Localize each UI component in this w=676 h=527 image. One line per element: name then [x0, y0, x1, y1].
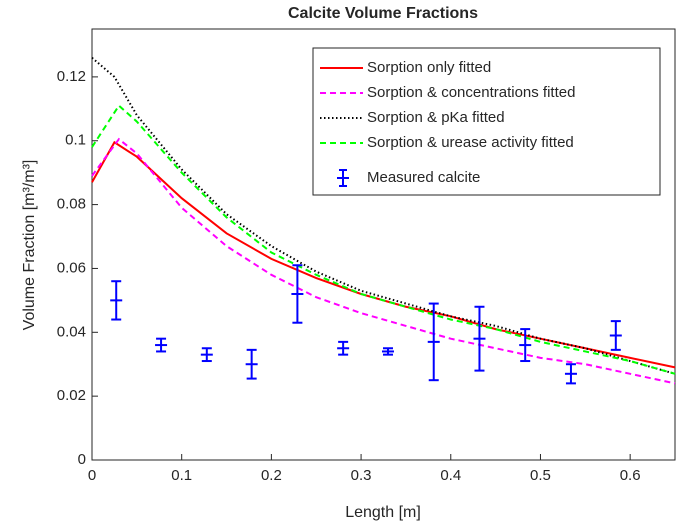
x-tick-label: 0.3: [351, 467, 372, 484]
x-tick-label: 0.4: [440, 467, 461, 484]
line: [91, 137, 676, 385]
y-tick-label: 0.02: [57, 387, 86, 404]
y-tick-label: 0: [78, 451, 86, 468]
y-tick-label: 0.1: [65, 132, 86, 149]
legend-label: Sorption & pKa fitted: [367, 109, 505, 126]
x-tick-label: 0: [88, 467, 96, 484]
legend: [312, 47, 661, 196]
x-tick-label: 0.1: [171, 467, 192, 484]
y-tick-label: 0.08: [57, 196, 86, 213]
x-axis-label: Length [m]: [345, 504, 421, 521]
y-tick-label: 0.12: [57, 68, 86, 85]
line: [91, 56, 676, 375]
y-tick-label: 0.04: [57, 323, 86, 340]
legend-label: Sorption & concentrations fitted: [367, 84, 575, 101]
legend-label: Sorption only fitted: [367, 59, 491, 76]
x-tick-label: 0.6: [620, 467, 641, 484]
x-tick-label: 0.5: [530, 467, 551, 484]
legend-label: Measured calcite: [367, 169, 480, 186]
legend-label: Sorption & urease activity fitted: [367, 134, 574, 151]
x-tick-label: 0.2: [261, 467, 282, 484]
line: [91, 104, 676, 375]
chart-title: Calcite Volume Fractions: [288, 5, 478, 22]
y-axis-label: Volume Fraction [m³/m³]: [21, 160, 38, 331]
y-tick-label: 0.06: [57, 259, 86, 276]
